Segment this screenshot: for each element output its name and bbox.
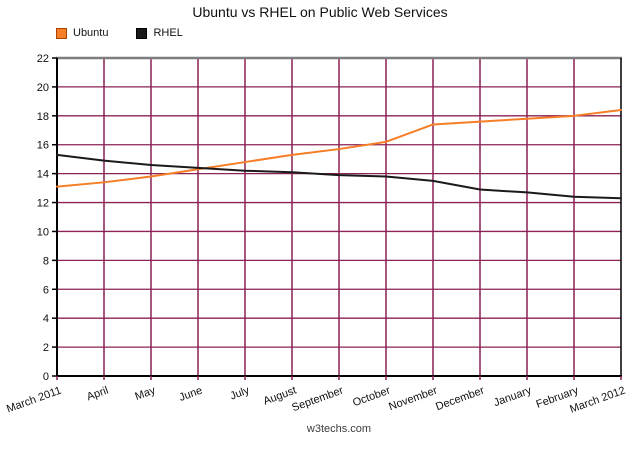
x-tick-label: December bbox=[434, 384, 486, 413]
y-tick-label: 20 bbox=[37, 82, 49, 94]
chart-title: Ubuntu vs RHEL on Public Web Services bbox=[192, 4, 448, 20]
watermark: w3techs.com bbox=[306, 423, 372, 435]
y-tick-label: 14 bbox=[37, 169, 49, 181]
y-tick-label: 0 bbox=[43, 371, 49, 383]
ubuntu-swatch-icon bbox=[56, 27, 67, 39]
y-tick-label: 8 bbox=[43, 255, 49, 267]
y-tick-label: 2 bbox=[43, 342, 49, 354]
legend-label-rhel: RHEL bbox=[153, 27, 183, 39]
x-tick-label: April bbox=[85, 385, 110, 404]
legend-item-ubuntu: Ubuntu bbox=[56, 27, 108, 39]
x-tick-label: July bbox=[229, 384, 252, 402]
x-tick-label: January bbox=[492, 384, 533, 409]
x-tick-label: June bbox=[178, 385, 205, 404]
y-tick-label: 18 bbox=[37, 111, 49, 123]
x-tick-label: November bbox=[387, 384, 439, 413]
x-tick-label: May bbox=[133, 384, 157, 403]
rhel-line bbox=[56, 153, 622, 200]
x-tick-label: March 2011 bbox=[5, 385, 63, 416]
y-tick-label: 22 bbox=[37, 53, 49, 65]
y-tick-label: 6 bbox=[43, 284, 49, 296]
x-tick-label: September bbox=[290, 384, 345, 414]
y-tick-label: 4 bbox=[43, 313, 49, 325]
rhel-swatch-icon bbox=[136, 27, 148, 39]
legend: Ubuntu RHEL bbox=[56, 27, 183, 39]
x-tick-label: October bbox=[351, 384, 392, 409]
ubuntu-line bbox=[56, 109, 622, 188]
legend-label-ubuntu: Ubuntu bbox=[73, 27, 109, 39]
legend-item-rhel: RHEL bbox=[136, 27, 183, 39]
y-tick-label: 16 bbox=[37, 140, 49, 152]
y-tick-label: 10 bbox=[37, 226, 49, 238]
y-tick-label: 12 bbox=[37, 198, 49, 210]
